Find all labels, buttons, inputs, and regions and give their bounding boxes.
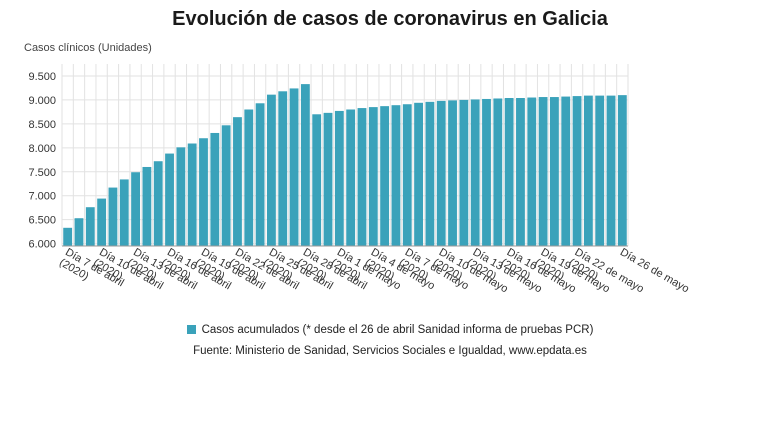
bar (595, 95, 605, 246)
bar (187, 143, 197, 246)
bar (368, 107, 378, 247)
bar (459, 99, 469, 246)
bar (221, 125, 231, 246)
bar (131, 172, 140, 246)
y-tick-label: 6.000 (28, 239, 56, 251)
chart-title: Evolución de casos de coronavirus en Gal… (172, 8, 608, 30)
bar (210, 132, 220, 246)
bar (380, 106, 390, 246)
bar (108, 187, 118, 246)
y-axis-label: Casos clínicos (Unidades) (24, 42, 152, 54)
bar (119, 179, 129, 246)
bar (323, 112, 333, 246)
bar (583, 95, 593, 246)
bar (153, 161, 163, 246)
y-tick-label: 7.000 (28, 191, 56, 203)
y-tick-label: 9.000 (28, 95, 56, 107)
bar (402, 104, 412, 246)
source-note: Fuente: Ministerio de Sanidad, Servicios… (193, 345, 587, 357)
bar (85, 207, 95, 246)
bar (312, 114, 322, 246)
bar (550, 97, 559, 247)
bar (391, 105, 401, 246)
bar (63, 227, 73, 246)
y-tick-label: 7.500 (28, 167, 56, 179)
bar (436, 100, 446, 247)
bar (199, 138, 208, 246)
bar (470, 99, 480, 246)
legend-swatch (186, 325, 196, 334)
bar (527, 97, 537, 247)
bar (142, 166, 152, 246)
bar (617, 95, 627, 246)
bar (357, 108, 367, 246)
bar (334, 110, 344, 246)
bar (516, 98, 525, 246)
bar (572, 96, 582, 246)
bar (493, 98, 503, 246)
bar (561, 96, 571, 246)
legend-label: Casos acumulados (* desde el 26 de abril… (201, 324, 594, 336)
y-tick-label: 8.000 (28, 143, 56, 155)
bar (267, 94, 276, 246)
bar (414, 102, 423, 246)
y-tick-label: 9.500 (28, 71, 56, 83)
legend: Casos acumulados (* desde el 26 de abril… (0, 324, 780, 336)
bar (538, 97, 548, 247)
bar (289, 88, 299, 246)
bar (233, 117, 242, 247)
bar (346, 109, 356, 246)
bar (300, 84, 310, 247)
y-tick-label: 8.500 (28, 119, 56, 131)
bar (278, 91, 288, 246)
bar (97, 198, 107, 246)
y-tick-label: 6.500 (28, 215, 56, 227)
bar-chart: 6.000 6.500 7.000 7.500 8.000 8.500 9.000 9.500… (28, 64, 691, 295)
bar (244, 109, 254, 246)
bar (176, 147, 186, 246)
bar (74, 218, 84, 246)
bar (255, 103, 265, 246)
bar (504, 98, 514, 246)
bar (448, 100, 457, 247)
bar (165, 153, 174, 246)
bar (606, 95, 616, 246)
bar (482, 98, 491, 246)
bar (425, 101, 435, 246)
